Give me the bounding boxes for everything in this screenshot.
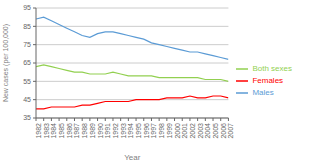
html-text:Males: Males <box>252 88 274 98</box>
svg-text:1991: 1991 <box>104 123 111 139</box>
svg-text:2002: 2002 <box>189 123 196 139</box>
html-text:Females: Females <box>252 76 284 86</box>
svg-text:35: 35 <box>23 114 31 121</box>
svg-text:75: 75 <box>23 41 31 48</box>
svg-text:1998: 1998 <box>158 123 165 139</box>
svg-text:2005: 2005 <box>212 123 219 139</box>
svg-text:1984: 1984 <box>50 123 57 139</box>
svg-text:1985: 1985 <box>58 123 65 139</box>
svg-text:1982: 1982 <box>35 123 42 139</box>
svg-text:New cases (per 100,000): New cases (per 100,000) <box>8 24 10 102</box>
svg-text:1989: 1989 <box>89 123 96 139</box>
svg-text:2007: 2007 <box>227 123 234 139</box>
svg-text:1996: 1996 <box>143 123 150 139</box>
svg-text:2001: 2001 <box>181 123 188 139</box>
svg-text:85: 85 <box>23 23 31 30</box>
svg-text:2003: 2003 <box>197 123 204 139</box>
svg-text:65: 65 <box>23 59 31 66</box>
svg-text:1987: 1987 <box>73 123 80 139</box>
svg-text:1986: 1986 <box>66 123 73 139</box>
svg-text:1993: 1993 <box>120 123 127 139</box>
svg-text:1997: 1997 <box>150 123 157 139</box>
svg-text:2000: 2000 <box>174 123 181 139</box>
svg-text:45: 45 <box>23 96 31 103</box>
svg-text:2004: 2004 <box>204 123 211 139</box>
svg-text:1988: 1988 <box>81 123 88 139</box>
svg-text:1992: 1992 <box>112 123 119 139</box>
svg-text:Year: Year <box>124 153 141 162</box>
svg-text:1983: 1983 <box>43 123 50 139</box>
svg-text:1994: 1994 <box>127 123 134 139</box>
html-text:Both sexes: Both sexes <box>252 64 292 74</box>
svg-text:1990: 1990 <box>97 123 104 139</box>
svg-text:55: 55 <box>23 78 31 85</box>
svg-text:1995: 1995 <box>135 123 142 139</box>
svg-text:95: 95 <box>23 4 31 11</box>
svg-text:1999: 1999 <box>166 123 173 139</box>
svg-text:2006: 2006 <box>220 123 227 139</box>
